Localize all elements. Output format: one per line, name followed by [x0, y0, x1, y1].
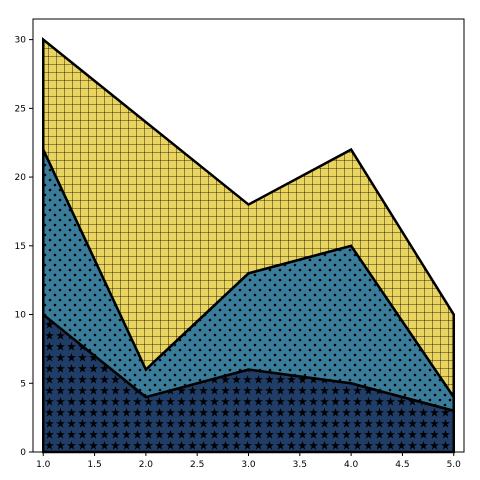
y-tick-label: 5 — [20, 379, 26, 389]
x-tick-label: 3.5 — [293, 460, 307, 470]
x-tick-label: 3.0 — [241, 460, 256, 470]
x-tick-label: 2.0 — [139, 460, 154, 470]
x-tick-label: 4.0 — [344, 460, 359, 470]
areas-layer — [42, 37, 455, 454]
x-tick-label: 1.5 — [87, 460, 101, 470]
axes-layer: 1.0 1.5 2.0 2.5 3.0 3.5 4.0 4.5 5.0 0 5 10 15 20 25 30 — [15, 18, 465, 470]
x-tick-label: 2.5 — [190, 460, 204, 470]
y-tick-label: 20 — [15, 173, 27, 183]
y-tick-label: 30 — [15, 36, 27, 46]
x-tick-label: 5.0 — [447, 460, 462, 470]
x-tick-label: 1.0 — [36, 460, 51, 470]
x-tick-label: 4.5 — [395, 460, 409, 470]
y-tick-label: 0 — [20, 448, 26, 458]
area-series-3 — [42, 37, 455, 402]
y-tick-label: 25 — [15, 104, 26, 114]
area-hatch-3 — [42, 37, 455, 402]
y-tick-label: 15 — [15, 242, 26, 252]
y-tick-label: 10 — [15, 311, 27, 321]
